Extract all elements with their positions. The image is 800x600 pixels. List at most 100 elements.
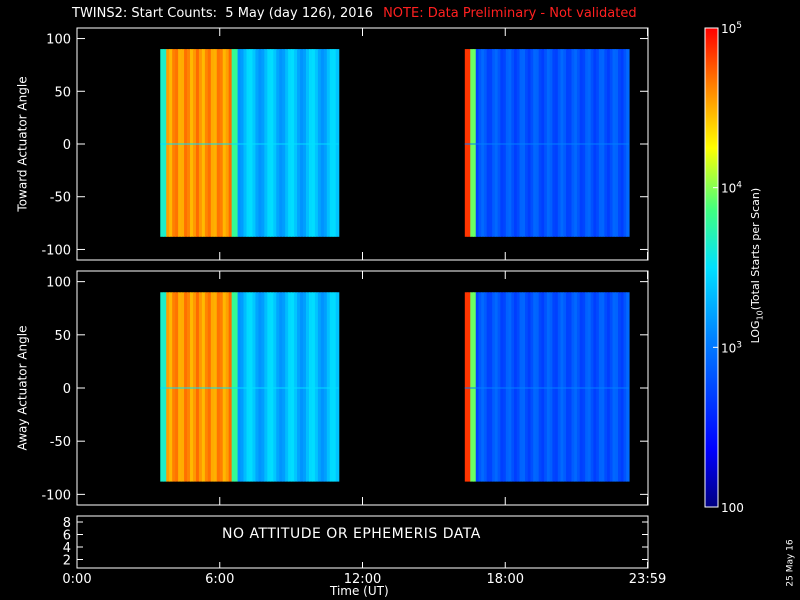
heatmap-cell <box>503 49 507 237</box>
heatmap-cell <box>160 49 164 237</box>
heatmap-cell <box>181 49 185 237</box>
heatmap-cell <box>252 292 257 482</box>
heatmap-cell <box>169 292 173 482</box>
heatmap-cell <box>500 49 504 237</box>
heatmap-cell <box>219 292 224 482</box>
heatmap-cell <box>555 292 559 482</box>
heatmap-cell <box>538 292 543 482</box>
colorbar-label-suffix: (Total Starts per Scan) <box>749 187 763 310</box>
heatmap-cell <box>166 292 170 482</box>
heatmap-cell <box>243 49 248 237</box>
heatmap-cell <box>538 49 543 237</box>
panel-1: 100 50 0 -50 -100 <box>41 27 649 261</box>
heatmap-cell <box>582 49 586 237</box>
heatmap-cell <box>317 49 322 237</box>
heatmap-cell <box>609 292 614 482</box>
heatmap-cell <box>314 292 319 482</box>
heatmap-cell <box>535 292 540 482</box>
heatmap-cell <box>505 292 510 482</box>
heatmap-cell <box>615 49 619 237</box>
heatmap-cell <box>566 292 570 482</box>
heatmap-cell <box>486 292 491 482</box>
heatmap-cell <box>294 49 298 237</box>
heatmap-cell <box>618 292 622 482</box>
heatmap-block <box>160 49 340 237</box>
heatmap-cell <box>326 292 331 482</box>
heatmap-cell <box>533 292 537 482</box>
heatmap-cell <box>198 292 203 482</box>
panel2-ylabel: Away Actuator Angle <box>15 325 30 451</box>
heatmap-cell <box>201 49 206 237</box>
y-tick-label: 50 <box>54 85 71 100</box>
heatmap-cell <box>511 292 515 482</box>
heatmap-cell <box>497 49 501 237</box>
heatmap-cell <box>470 292 474 482</box>
heatmap-cell <box>190 292 194 482</box>
heatmap-cell <box>285 49 289 237</box>
heatmap-cell <box>261 292 265 482</box>
heatmap-cell <box>249 292 254 482</box>
heatmap-cell <box>192 49 197 237</box>
x-tick-label: 18:00 <box>487 572 524 587</box>
heatmap-cell <box>473 49 477 237</box>
heatmap-cell <box>243 292 248 482</box>
heatmap-cell <box>533 49 537 237</box>
heatmap-cell <box>549 292 553 482</box>
heatmap-cell <box>213 292 218 482</box>
heatmap-cell <box>258 292 262 482</box>
heatmap-cell <box>601 49 605 237</box>
heatmap-cell <box>311 49 316 237</box>
heatmap-cell <box>329 292 334 482</box>
heatmap-cell <box>231 292 236 482</box>
heatmap-cell <box>481 49 485 237</box>
heatmap-cell <box>566 49 570 237</box>
colorbar-label-prefix: LOG <box>749 319 763 343</box>
heatmap-cell <box>201 292 206 482</box>
colorbar-label: LOG10(Total Starts per Scan) <box>749 187 764 343</box>
colorbar-label-sub: 10 <box>755 309 765 320</box>
heatmap-cell <box>607 292 611 482</box>
heatmap-cell <box>500 292 504 482</box>
heatmap-cell <box>497 292 501 482</box>
heatmap-cell <box>620 292 625 482</box>
heatmap-cell <box>544 49 548 237</box>
heatmap-cell <box>546 292 551 482</box>
heatmap-cell <box>231 49 236 237</box>
heatmap-cell <box>618 49 622 237</box>
heatmap-cell <box>519 49 523 237</box>
zero-angle-stripe <box>160 143 339 145</box>
heatmap-cell <box>492 292 496 482</box>
heatmap-cell <box>587 49 592 237</box>
heatmap-cell <box>240 49 245 237</box>
heatmap-cell <box>204 49 209 237</box>
heatmap-cell <box>522 292 526 482</box>
heatmap-cell <box>222 292 227 482</box>
heatmap-cell <box>475 292 480 482</box>
heatmap-cell <box>305 292 310 482</box>
heatmap-cell <box>557 49 562 237</box>
heatmap-cell <box>332 49 337 237</box>
heatmap-cell <box>557 292 562 482</box>
heatmap-cell <box>530 49 534 237</box>
heatmap-cell <box>609 49 614 237</box>
x-tick-label: 23:59 <box>629 572 666 587</box>
heatmap-cell <box>489 292 493 482</box>
heatmap-cell <box>335 49 340 237</box>
colorbar-tick-exponent: 3 <box>736 340 742 350</box>
colorbar-tick-exponent: 4 <box>736 181 742 191</box>
heatmap-cell <box>187 49 191 237</box>
heatmap-cell <box>273 292 277 482</box>
heatmap-cell <box>270 49 274 237</box>
heatmap-cell <box>279 49 283 237</box>
heatmap-cell <box>175 49 179 237</box>
heatmap-cell <box>198 49 203 237</box>
heatmap-cell <box>579 292 584 482</box>
heatmap-cell <box>612 49 616 237</box>
heatmap-cell <box>601 292 605 482</box>
heatmap-cell <box>626 292 630 482</box>
heatmap-cell <box>175 292 179 482</box>
attitude-panel-frame <box>76 515 649 569</box>
y-tick-label: 100 <box>46 33 71 48</box>
heatmap-cell <box>323 292 328 482</box>
